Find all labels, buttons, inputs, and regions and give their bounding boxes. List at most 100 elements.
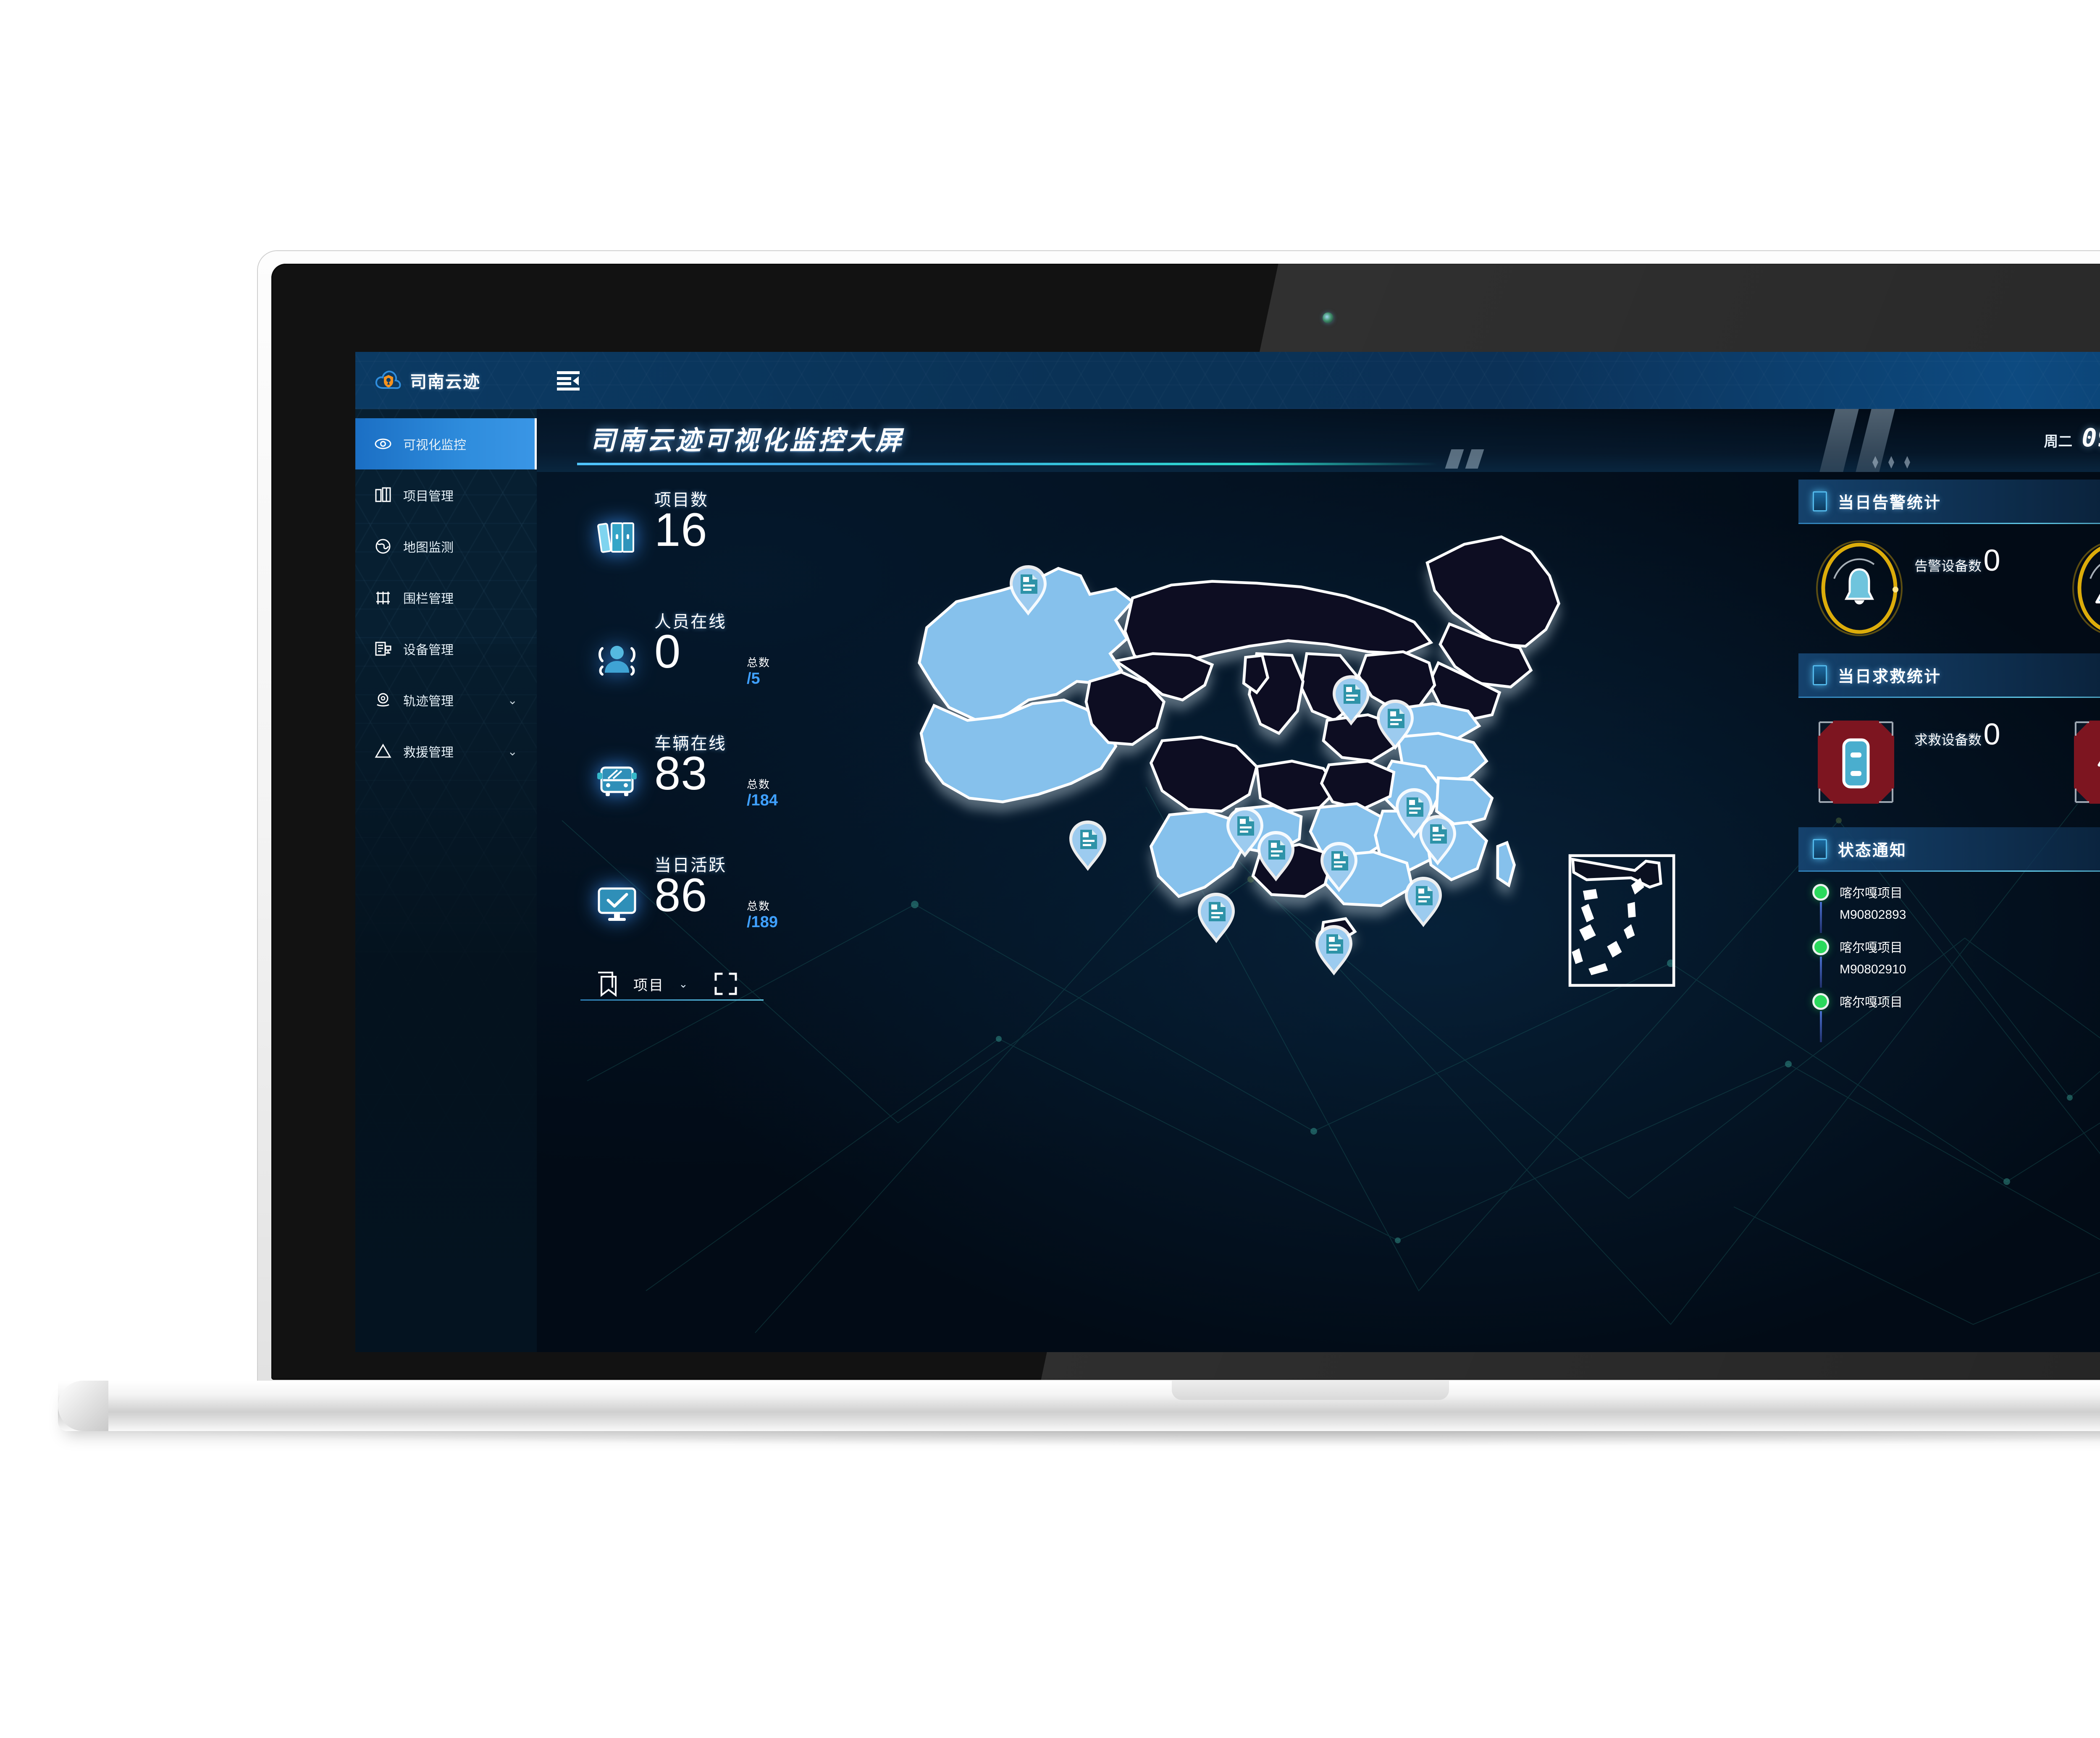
sidebar-item-visual-monitor[interactable]: 可视化监控 — [355, 418, 537, 469]
fullscreen-icon[interactable] — [714, 972, 738, 996]
network-line-decoration — [562, 786, 2100, 1333]
laptop-shadow — [109, 1429, 2100, 1446]
chevron-down-icon: ⌄ — [507, 744, 517, 758]
stat-rescue-devices[interactable]: 求救设备数 0 — [1798, 714, 2055, 810]
stat-label: 告警设备数 — [1914, 558, 1982, 574]
map-marker[interactable] — [1005, 564, 1052, 617]
laptop-base-foot-left — [58, 1381, 108, 1431]
clock: 周二 09:23:18 2023.10.24 — [2044, 423, 2100, 453]
list-item[interactable]: 喀尔嘎项目 在线 M90802893 2023-10-24 08:10:31 — [1811, 883, 2100, 933]
china-map[interactable] — [831, 472, 1772, 1009]
kpi-total: 总数 /5 — [747, 654, 770, 688]
panel-alarm-statistics: 当日告警统计 — [1798, 480, 2100, 642]
south-china-sea-inset — [1568, 854, 1675, 987]
webcam-icon — [1323, 312, 1334, 323]
laptop-base — [58, 1381, 2100, 1431]
kpi-vehicles-online: 车辆在线 83 总数 /184 — [579, 730, 814, 852]
list-item-row-top: 喀尔嘎项目 在线 — [1840, 937, 2100, 956]
panel-title: 状态通知 — [1838, 842, 1907, 860]
panel-marker-icon — [1813, 491, 1827, 511]
timeline-bar — [1820, 902, 1822, 933]
stat-rescue-records[interactable]: 求救记录数 0 — [2055, 714, 2100, 810]
laptop-screen: 司南云迹 — [355, 352, 2100, 1352]
rescue-tile — [2067, 714, 2100, 810]
list-item[interactable]: 喀尔嘎项目 在线 M90802910 2023-10-24 08:10:31 — [1811, 937, 2100, 988]
kpi-total-value: /5 — [747, 670, 760, 687]
kpi-total-label: 总数 — [747, 656, 771, 669]
status-notification-list[interactable]: 喀尔嘎项目 在线 M90802893 2023-10-24 08:10:31 — [1798, 872, 2100, 1042]
sidebar: 可视化监控 项目管理 地图监测 — [355, 409, 537, 1352]
map-marker[interactable] — [1193, 891, 1240, 945]
title-diamond-decoration — [1872, 456, 1910, 469]
application-window: 司南云迹 — [355, 352, 2100, 1352]
stat-meta: 求救设备数 0 — [1914, 714, 2000, 752]
eye-icon — [374, 435, 392, 453]
clock-weekday: 周二 — [2044, 434, 2073, 450]
sidebar-item-map-monitor[interactable]: 地图监测 — [355, 521, 537, 572]
project-selector[interactable]: 项目 ⌄ — [596, 971, 738, 997]
map-marker[interactable] — [1372, 698, 1419, 752]
project-name: 喀尔嘎项目 — [1840, 941, 1903, 955]
panel-title: 当日求救统计 — [1838, 668, 1942, 686]
sidebar-item-device-management[interactable]: 设备管理 — [355, 623, 537, 674]
china-map-svg — [918, 535, 1675, 987]
chevron-down-icon: ⌄ — [679, 977, 688, 990]
kpi-value: 86 — [654, 869, 708, 921]
sidebar-item-project-management[interactable]: 项目管理 — [355, 469, 537, 521]
panel-header: 当日告警统计 — [1798, 480, 2100, 524]
list-item[interactable]: 喀尔嘎项目 在线 — [1811, 992, 2100, 1042]
map-marker[interactable] — [1221, 805, 1268, 859]
map-marker[interactable] — [1414, 813, 1461, 867]
panel-status-notifications: 状态通知 喀尔嘎项目 在线 — [1798, 827, 2100, 1042]
fence-icon — [374, 588, 392, 607]
map-marker[interactable] — [1328, 674, 1375, 727]
background-gradient — [537, 409, 2100, 1352]
map-marker[interactable] — [1252, 829, 1299, 883]
kpi-label: 人员在线 — [654, 613, 727, 631]
building-icon — [374, 486, 392, 504]
map-marker[interactable] — [1064, 819, 1111, 873]
brand-logo-area: 司南云迹 — [355, 352, 537, 409]
timeline-bar — [1820, 957, 1822, 988]
sidebar-nav: 可视化监控 项目管理 地图监测 — [355, 409, 537, 777]
sidebar-item-fence-management[interactable]: 围栏管理 — [355, 572, 537, 623]
status-dot-icon — [1814, 886, 1827, 899]
kpi-daily-active: 当日活跃 86 总数 /189 — [579, 852, 814, 973]
stat-alarm-records[interactable]: 告警记录数 0 — [2055, 540, 2100, 637]
map-marker[interactable] — [1315, 840, 1362, 894]
kpi-label: 当日活跃 — [654, 856, 727, 875]
panel-rescue-statistics: 当日求救统计 — [1798, 653, 2100, 816]
right-panels: 当日告警统计 — [1798, 480, 2100, 1042]
device-id: M90802910 — [1840, 962, 1906, 976]
page-title: 司南云迹可视化监控大屏 — [590, 426, 904, 455]
stat-alarm-devices[interactable]: 告警设备数 0 — [1798, 540, 2055, 637]
kpi-label: 车辆在线 — [654, 734, 727, 753]
panel-title: 当日告警统计 — [1838, 494, 1942, 512]
kpi-total: 总数 /189 — [747, 898, 778, 931]
sidebar-item-label: 围栏管理 — [403, 592, 454, 606]
panel-body: 求救设备数 0 — [1798, 698, 2100, 816]
stat-row: 求救设备数 0 — [1798, 714, 2100, 810]
kpi-total-value: /184 — [747, 792, 778, 809]
sidebar-item-label: 地图监测 — [403, 541, 454, 555]
project-selector-underline — [580, 999, 764, 1001]
sidebar-item-label: 项目管理 — [403, 490, 454, 503]
gauge-ring — [1811, 540, 1908, 637]
hamburger-collapse-icon[interactable] — [556, 370, 582, 391]
status-dot-icon — [1814, 995, 1827, 1008]
dashboard-main: 司南云迹可视化监控大屏 周二 09:23:18 2023.10.24 — [537, 409, 2100, 1352]
stat-value: 0 — [1983, 718, 2000, 751]
kpi-total-label: 总数 — [747, 778, 771, 791]
sidebar-gradient-fade — [355, 644, 537, 1352]
sidebar-item-rescue-management[interactable]: 救援管理 ⌄ — [355, 726, 537, 777]
brand-name: 司南云迹 — [410, 373, 480, 391]
map-marker[interactable] — [1310, 923, 1357, 977]
stat-meta: 告警设备数 0 — [1914, 540, 2000, 578]
hex-pattern-decoration — [355, 352, 2100, 409]
cloud-shield-pin-icon — [375, 368, 402, 393]
map-marker[interactable] — [1400, 875, 1447, 929]
sidebar-item-track-management[interactable]: 轨迹管理 ⌄ — [355, 674, 537, 726]
laptop-base-notch — [1172, 1381, 1449, 1400]
list-item-row-top: 喀尔嘎项目 在线 — [1840, 992, 2100, 1010]
